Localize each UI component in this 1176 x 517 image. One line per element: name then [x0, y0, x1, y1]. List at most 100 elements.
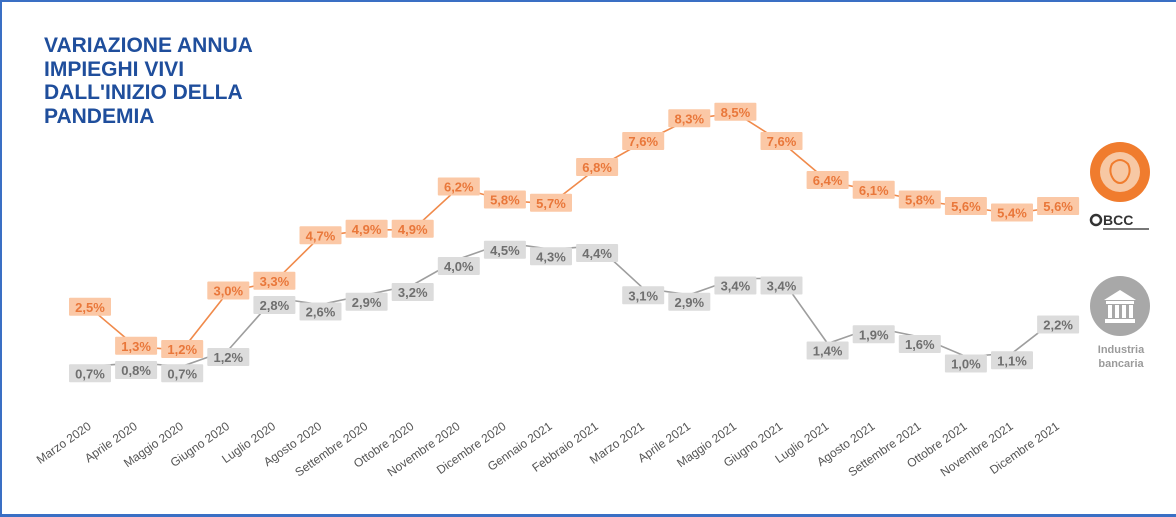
series-line-0 [89, 111, 1059, 351]
data-label-box-1-6 [345, 292, 388, 311]
data-label-0-5: 4,7% [299, 226, 342, 245]
data-label-text-1-6: 2,9% [352, 295, 382, 310]
data-label-text-1-17: 1,9% [859, 327, 889, 342]
data-label-box-1-20 [991, 351, 1033, 370]
data-label-1-16: 1,4% [806, 341, 849, 360]
data-label-text-1-12: 3,1% [628, 288, 658, 303]
data-label-text-0-3: 3,0% [213, 284, 243, 299]
data-label-0-6: 4,9% [345, 219, 388, 238]
bcc-label-text: BCC [1103, 212, 1133, 228]
bcc-legend-label: BCC [1089, 212, 1149, 230]
data-label-box-1-12 [622, 286, 665, 305]
data-label-0-18: 5,8% [898, 190, 941, 209]
data-label-box-1-1 [115, 361, 158, 379]
data-label-box-1-3 [207, 348, 250, 366]
title-line-4: PANDEMIA [44, 104, 155, 128]
data-label-box-1-14 [714, 276, 757, 295]
data-label-text-0-8: 6,2% [444, 180, 474, 195]
chart-title: VARIAZIONE ANNUA IMPIEGHI VIVI DALL'INIZ… [44, 34, 304, 128]
data-label-1-13: 2,9% [668, 292, 711, 311]
data-label-text-0-20: 5,4% [997, 206, 1027, 221]
title-line-3: DALL'INIZIO DELLA [44, 81, 243, 104]
data-label-text-0-11: 6,8% [582, 160, 612, 175]
data-label-text-0-13: 8,3% [674, 111, 704, 126]
data-label-1-7: 3,2% [391, 283, 434, 301]
data-label-box-1-13 [668, 292, 711, 311]
data-label-1-9: 4,5% [483, 240, 526, 259]
data-label-text-0-5: 4,7% [306, 228, 336, 243]
data-label-box-1-5 [299, 302, 342, 321]
data-label-box-0-13 [668, 109, 711, 128]
data-label-0-12: 7,6% [622, 132, 665, 150]
data-label-text-1-1: 0,8% [121, 363, 151, 378]
data-label-1-12: 3,1% [622, 286, 665, 305]
data-label-1-0: 0,7% [69, 364, 111, 383]
data-label-1-6: 2,9% [345, 292, 388, 311]
data-label-0-1: 1,3% [115, 336, 158, 355]
data-label-box-0-9 [483, 190, 526, 209]
data-label-0-4: 3,3% [253, 271, 296, 290]
data-label-text-0-12: 7,6% [628, 134, 658, 149]
data-label-text-1-5: 2,6% [306, 305, 336, 320]
data-label-1-2: 0,7% [161, 364, 204, 383]
data-label-text-0-10: 5,7% [536, 196, 566, 211]
data-label-box-0-6 [345, 219, 388, 238]
data-label-0-0: 2,5% [69, 297, 111, 316]
data-label-box-0-21 [1037, 197, 1080, 215]
data-label-text-1-8: 4,0% [444, 259, 474, 274]
data-label-box-0-14 [714, 102, 757, 121]
data-label-box-1-0 [69, 364, 111, 383]
data-label-box-0-5 [299, 226, 342, 245]
bank-label-line-1: Industria [1097, 344, 1145, 356]
data-label-box-0-11 [576, 158, 619, 176]
data-label-1-3: 1,2% [207, 348, 250, 366]
data-label-box-0-2 [161, 340, 204, 358]
bank-building-icon [1090, 276, 1150, 336]
data-label-text-0-4: 3,3% [260, 274, 290, 289]
data-label-1-14: 3,4% [714, 276, 757, 295]
data-label-box-0-12 [622, 132, 665, 150]
data-label-text-1-4: 2,8% [260, 298, 290, 313]
data-label-1-8: 4,0% [437, 257, 480, 275]
data-label-0-19: 5,6% [944, 197, 987, 215]
data-label-box-0-15 [760, 132, 803, 150]
data-label-box-1-21 [1037, 315, 1080, 334]
data-label-text-0-15: 7,6% [767, 134, 797, 149]
data-label-box-0-16 [806, 171, 849, 189]
data-label-1-1: 0,8% [115, 361, 158, 379]
title-line-2: IMPIEGHI VIVI [44, 57, 185, 81]
data-label-0-8: 6,2% [437, 177, 480, 196]
data-label-text-1-0: 0,7% [75, 366, 105, 381]
data-label-box-1-8 [437, 257, 480, 275]
data-label-box-0-10 [530, 193, 572, 212]
bank-label-line-2: bancaria [1098, 358, 1144, 370]
data-label-box-1-2 [161, 364, 204, 383]
data-label-box-0-0 [69, 297, 111, 316]
data-label-0-11: 6,8% [576, 158, 619, 176]
series-line-1 [89, 241, 1059, 368]
data-label-text-0-9: 5,8% [490, 193, 520, 208]
data-label-1-5: 2,6% [299, 302, 342, 321]
data-label-0-3: 3,0% [207, 281, 250, 300]
data-label-box-0-18 [898, 190, 941, 209]
data-label-box-0-17 [852, 180, 895, 199]
data-label-box-0-8 [437, 177, 480, 196]
data-label-text-0-16: 6,4% [813, 173, 843, 188]
data-label-0-9: 5,8% [483, 190, 526, 209]
data-label-0-7: 4,9% [391, 219, 434, 238]
data-label-text-0-14: 8,5% [721, 105, 751, 120]
data-label-1-19: 1,0% [944, 354, 987, 373]
data-label-box-1-16 [806, 341, 849, 360]
data-label-text-0-19: 5,6% [951, 199, 981, 214]
data-label-text-1-11: 4,4% [582, 246, 612, 261]
data-label-box-1-15 [760, 276, 803, 295]
data-label-box-0-20 [991, 203, 1033, 222]
data-label-1-18: 1,6% [898, 335, 941, 353]
data-label-box-1-10 [530, 247, 572, 266]
data-label-0-15: 7,6% [760, 132, 803, 150]
data-label-box-1-7 [391, 283, 434, 301]
data-label-box-1-19 [944, 354, 987, 373]
data-label-0-20: 5,4% [991, 203, 1033, 222]
data-label-box-1-11 [576, 244, 619, 262]
data-label-text-1-18: 1,6% [905, 337, 935, 352]
